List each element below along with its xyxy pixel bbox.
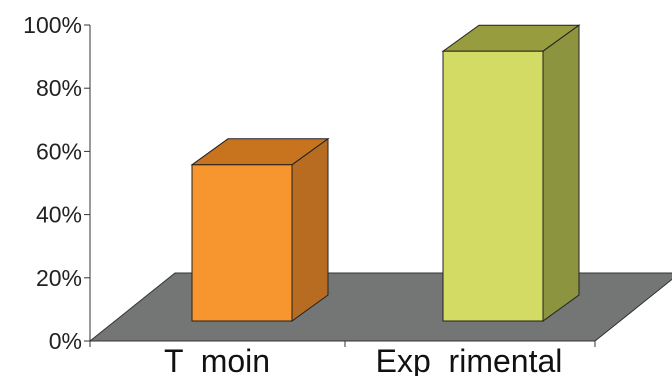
y-tick-label: 60% — [36, 138, 82, 164]
category-label: T moin — [164, 343, 270, 376]
y-tick-label: 100% — [23, 12, 82, 38]
bar-front-face — [191, 164, 293, 322]
y-axis — [84, 24, 596, 347]
bar-side-face — [291, 137, 329, 322]
y-tick-labels: 0% 20% 40% 60% 80% 100% — [23, 12, 82, 354]
category-labels: T moin Exp rimental — [164, 343, 562, 376]
bar — [190, 137, 330, 322]
y-tick-label: 40% — [36, 202, 82, 228]
bars — [190, 24, 581, 322]
bar — [441, 24, 581, 322]
bar-front-face — [442, 50, 544, 322]
chart-floor — [88, 272, 672, 342]
bar-side-face — [542, 24, 580, 322]
y-tick-label: 0% — [49, 328, 82, 354]
y-tick-label: 20% — [36, 265, 82, 291]
y-tick-label: 80% — [36, 75, 82, 101]
category-label: Exp rimental — [376, 343, 563, 376]
